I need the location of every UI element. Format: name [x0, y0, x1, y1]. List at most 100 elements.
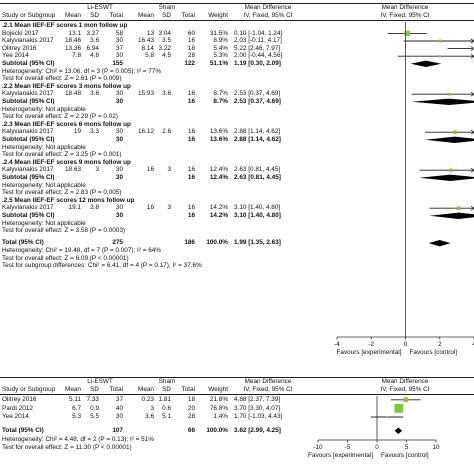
statistics-note: Test for overall effect: Z = 2.61 (P = 0… — [2, 75, 122, 83]
mean2-value: 16.12 — [138, 128, 154, 136]
sd2-value: 3.6 — [162, 90, 171, 98]
ci-arrow — [470, 167, 474, 173]
statistics-note: Test for overall effect: Z = 2.83 (P = 0… — [2, 189, 122, 197]
statistics-note: Test for overall effect: Z = 11.30 (P < … — [2, 444, 132, 452]
subgroup-header: .2.4 Mean IIEF-EF scores 9 mons follow u… — [2, 158, 131, 166]
weight-value: 21.8% — [209, 396, 228, 403]
ci-value: 3.10 [1.40, 4.80] — [234, 212, 281, 219]
statistics-note: Heterogeneity: Chi² = 4.48, df = 2 (P = … — [2, 435, 154, 443]
favours-left-label: Favours [experimental] — [308, 452, 373, 459]
total1-value: 30 — [115, 128, 123, 136]
statistics-note: Test for overall effect: Z = 3.25 (P = 0… — [2, 151, 122, 159]
sd1-value: 7.33 — [86, 396, 99, 403]
total2-value: 16 — [187, 204, 195, 212]
mean1-value: 18.46 — [65, 37, 81, 45]
study-point-marker — [404, 30, 410, 37]
sd1-value: 2.8 — [90, 204, 99, 212]
total1-value: 30 — [115, 204, 123, 212]
ci-arrow — [470, 46, 474, 51]
study-name: Yee 2014 — [2, 52, 29, 60]
total1-value: 30 — [115, 136, 123, 143]
study-name: Olitrey 2016 — [2, 396, 37, 403]
weight-header: Weight — [208, 385, 228, 393]
sd2-value: 3 — [167, 166, 171, 174]
sd2-value: 3.5 — [162, 37, 171, 45]
study-point-marker — [438, 39, 442, 43]
ci-value: 2.53 [0.37, 4.69] — [234, 98, 281, 105]
sd1-value: 3.3 — [90, 128, 99, 136]
study-point-marker — [386, 416, 388, 418]
mean1-value: 18.63 — [65, 166, 81, 174]
total-label: Total (95% CI) — [2, 239, 44, 247]
ci-arrow — [470, 53, 474, 59]
weight-value: 51.1% — [209, 60, 228, 67]
ci-arrow — [470, 38, 474, 44]
study-name: Kalyvianakis 2017 — [2, 37, 54, 45]
x-axis-tick-label: 5 — [405, 444, 409, 451]
sd2-header: SD — [162, 385, 171, 393]
table-header-rule — [0, 19, 474, 21]
total1-value: 30 — [115, 174, 123, 181]
mean2-value: 3.6 — [145, 413, 154, 421]
ci-value: 2.63 [0.81, 4.45] — [234, 166, 281, 174]
weight-value: 76.8% — [209, 404, 228, 412]
x-axis-tick-label: -5 — [345, 444, 351, 451]
statistics-note: Heterogeneity: Chi² = 19.48, df = 7 (P =… — [2, 246, 162, 254]
total1-value: 37 — [115, 396, 123, 403]
statistics-note: Test for overall effect: Z = 6.09 (P < 0… — [2, 254, 129, 262]
ci-value: 1.70 [-1.03, 4.43] — [234, 413, 283, 421]
mean2-value: 3 — [150, 404, 154, 412]
total2-value: 28 — [187, 52, 195, 60]
study-name: Kalyvianakis 2017 — [2, 90, 54, 98]
total1-value: 155 — [112, 60, 123, 67]
ci-value: 1.19 [0.30, 2.09] — [234, 60, 281, 67]
ci-arrow — [470, 129, 474, 135]
ci-value: 2.03 [-0.11, 4.17] — [234, 37, 282, 45]
ci-arrow — [470, 91, 474, 97]
weight-value: 8.9% — [213, 37, 228, 45]
statistics-note: Heterogeneity: Not applicable — [2, 105, 86, 113]
total1-value: 30 — [115, 37, 123, 45]
total1-header: Total — [109, 11, 124, 19]
mean1-value: 7.8 — [72, 52, 81, 60]
ci-value: 2.88 [1.14, 4.62] — [234, 136, 281, 143]
statistics-note: Test for overall effect: Z = 3.58 (P = 0… — [2, 227, 126, 235]
total1-value: 40 — [115, 404, 123, 412]
subgroup-header: .2.2 Mean IIEF-EF scores 3 mons follow u… — [2, 82, 131, 90]
study-point-marker — [472, 47, 474, 50]
subtotal-diamond — [410, 60, 442, 67]
plot-header-sub: IV, Fixed, 95% CI — [380, 385, 430, 393]
weight-value: 1.4% — [213, 413, 228, 421]
ci-value: 5.22 [2.46, 7.97] — [234, 44, 281, 52]
total1-header: Total — [109, 385, 124, 393]
sd2-value: 5.1 — [162, 413, 171, 421]
subgroup-header: .2.5 Mean IIEF-EF scores 12 mons follow … — [2, 196, 135, 204]
mean1-value: 5.3 — [72, 413, 81, 421]
x-axis-tick-label: -2 — [368, 341, 374, 348]
md-header-sub: IV, Fixed, 95% CI — [243, 11, 293, 19]
sd2-value: 2.6 — [162, 128, 171, 136]
total1-value: 37 — [115, 44, 123, 52]
sd2-value: 3 — [167, 204, 171, 212]
mean2-value: 15.93 — [138, 90, 154, 98]
study-point-marker — [403, 397, 409, 403]
weight-value: 12.4% — [209, 174, 228, 181]
statistics-note: Heterogeneity: Not applicable — [2, 219, 86, 227]
study-name: Kalyvianakis 2017 — [2, 128, 54, 136]
study-point-marker — [448, 168, 453, 172]
total2-header: Total — [181, 11, 196, 19]
total-diamond — [394, 427, 403, 434]
group1-header: Li-ESWT — [87, 378, 113, 385]
sd2-header: SD — [162, 11, 171, 19]
mean2-value: 0.23 — [141, 396, 154, 403]
study-name: Yee 2014 — [2, 413, 29, 421]
sd1-value: 0.9 — [90, 404, 99, 412]
x-axis-tick-label: 2 — [438, 341, 442, 348]
total2-value: 16 — [187, 136, 195, 143]
total2-value: 60 — [187, 29, 195, 37]
weight-value: 13.6% — [209, 128, 228, 136]
total2-value: 16 — [187, 90, 195, 98]
total2-value: 66 — [187, 426, 195, 434]
